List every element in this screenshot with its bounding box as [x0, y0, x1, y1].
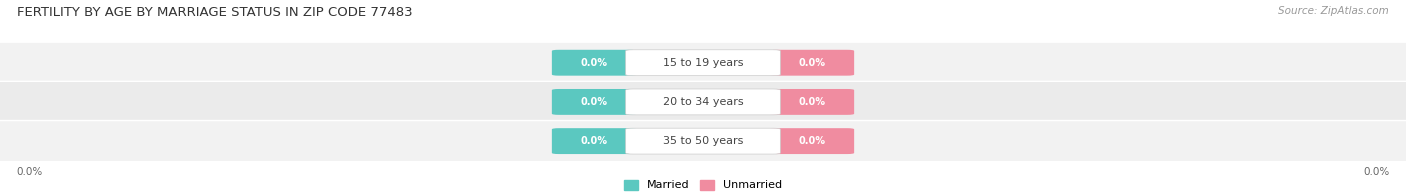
FancyBboxPatch shape: [0, 81, 1406, 122]
FancyBboxPatch shape: [0, 42, 1406, 83]
Text: 0.0%: 0.0%: [581, 97, 607, 107]
Text: 0.0%: 0.0%: [799, 58, 825, 68]
Text: Source: ZipAtlas.com: Source: ZipAtlas.com: [1278, 6, 1389, 16]
FancyBboxPatch shape: [626, 89, 780, 115]
Legend: Married, Unmarried: Married, Unmarried: [624, 180, 782, 191]
FancyBboxPatch shape: [770, 89, 855, 115]
FancyBboxPatch shape: [551, 89, 637, 115]
Text: 0.0%: 0.0%: [799, 97, 825, 107]
FancyBboxPatch shape: [626, 128, 780, 154]
FancyBboxPatch shape: [770, 128, 855, 154]
FancyBboxPatch shape: [0, 121, 1406, 162]
Text: 20 to 34 years: 20 to 34 years: [662, 97, 744, 107]
Text: 0.0%: 0.0%: [799, 136, 825, 146]
Text: 0.0%: 0.0%: [581, 136, 607, 146]
Text: 0.0%: 0.0%: [1362, 167, 1389, 178]
FancyBboxPatch shape: [551, 128, 637, 154]
Text: 0.0%: 0.0%: [17, 167, 44, 178]
Text: 15 to 19 years: 15 to 19 years: [662, 58, 744, 68]
Text: FERTILITY BY AGE BY MARRIAGE STATUS IN ZIP CODE 77483: FERTILITY BY AGE BY MARRIAGE STATUS IN Z…: [17, 6, 412, 19]
FancyBboxPatch shape: [626, 50, 780, 76]
Text: 0.0%: 0.0%: [581, 58, 607, 68]
FancyBboxPatch shape: [551, 50, 637, 76]
Text: 35 to 50 years: 35 to 50 years: [662, 136, 744, 146]
FancyBboxPatch shape: [770, 50, 855, 76]
